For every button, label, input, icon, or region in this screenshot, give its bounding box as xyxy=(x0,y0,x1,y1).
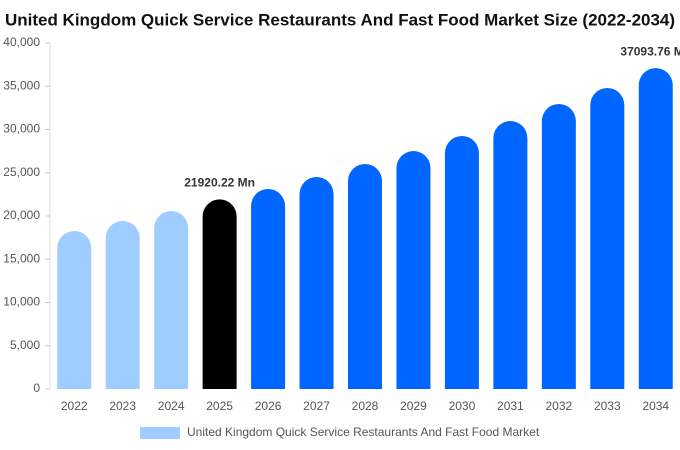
bar xyxy=(57,230,92,389)
bar xyxy=(348,164,382,389)
bar xyxy=(105,221,140,389)
value-label: 21920.22 Mn xyxy=(184,176,255,190)
x-tick-label: 2026 xyxy=(255,399,282,413)
bar xyxy=(299,176,334,389)
bar xyxy=(638,68,673,390)
y-tick-label: 5,000 xyxy=(10,338,40,352)
x-tick-label: 2022 xyxy=(61,399,88,413)
y-tick-label: 40,000 xyxy=(3,35,40,49)
bar xyxy=(154,210,189,389)
bar xyxy=(202,199,237,389)
bar xyxy=(444,135,479,389)
x-tick-label: 2033 xyxy=(594,399,621,413)
y-tick-label: 20,000 xyxy=(3,208,40,222)
bar xyxy=(493,121,528,390)
x-tick-label: 2032 xyxy=(545,399,572,413)
legend-label: United Kingdom Quick Service Restaurants… xyxy=(187,425,540,439)
y-tick-label: 25,000 xyxy=(3,165,40,179)
y-tick-label: 15,000 xyxy=(3,251,40,265)
x-tick-label: 2028 xyxy=(352,399,379,413)
value-label: 37093.76 Mn xyxy=(620,44,680,58)
bar xyxy=(396,151,431,389)
bar xyxy=(590,87,625,389)
y-tick-label: 10,000 xyxy=(3,295,40,309)
bar xyxy=(541,103,576,390)
x-tick-label: 2029 xyxy=(400,399,427,413)
y-tick-label: 30,000 xyxy=(3,122,40,136)
y-tick-label: 0 xyxy=(33,381,40,395)
chart-title: United Kingdom Quick Service Restaurants… xyxy=(5,10,675,29)
x-tick-label: 2027 xyxy=(303,399,330,413)
bar xyxy=(251,189,286,389)
x-tick-label: 2024 xyxy=(158,399,185,413)
x-tick-label: 2031 xyxy=(497,399,524,413)
x-tick-label: 2023 xyxy=(109,399,136,413)
x-tick-label: 2025 xyxy=(206,399,233,413)
x-tick-label: 2034 xyxy=(642,399,669,413)
legend-swatch xyxy=(140,427,180,439)
y-tick-label: 35,000 xyxy=(3,78,40,92)
x-tick-label: 2030 xyxy=(449,399,476,413)
